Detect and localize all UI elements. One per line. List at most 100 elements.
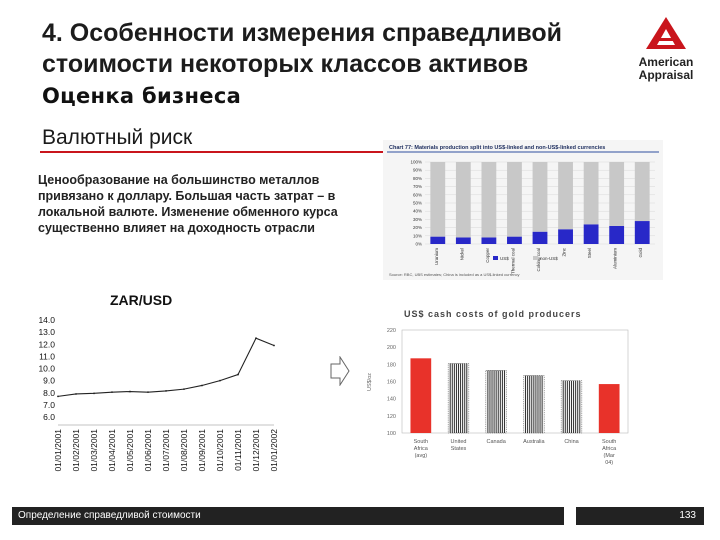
y-tick-label: 8.0 bbox=[43, 388, 55, 398]
y-tick-label: 0% bbox=[415, 242, 422, 247]
bar-nonus bbox=[558, 162, 573, 230]
bar-us bbox=[481, 237, 497, 244]
x-tick-label: 01/04/2001 bbox=[107, 429, 117, 472]
zar-usd-chart-title: ZAR/USD bbox=[110, 292, 173, 308]
y-tick-label: 12.0 bbox=[38, 339, 55, 349]
y-tick-label: 9.0 bbox=[43, 376, 55, 386]
x-tick-label: Nickel bbox=[459, 248, 464, 260]
x-tick-label: Aluminium bbox=[613, 248, 618, 269]
x-tick-label: (avg) bbox=[415, 453, 428, 459]
logo-text-line1: American bbox=[638, 55, 694, 69]
gold-cash-costs-chart: US$ cash costs of gold producers 220 200 1… bbox=[367, 309, 629, 466]
bar-nonus bbox=[455, 162, 471, 238]
data-point bbox=[183, 388, 185, 391]
y-tick-label: 10% bbox=[413, 233, 422, 238]
y-tick-label: 14.0 bbox=[38, 315, 55, 325]
x-tick-label: 01/08/2001 bbox=[179, 429, 189, 472]
x-tick-label: Coking coal bbox=[536, 248, 541, 272]
x-tick-label: South bbox=[602, 439, 616, 445]
slide-subtitle: Оценка бизнеса bbox=[42, 84, 242, 108]
footer-bar: Определение справедливой стоимости bbox=[12, 507, 564, 525]
materials-currency-chart: Chart 77: Materials production split int… bbox=[383, 140, 663, 280]
slide-title: 4. Особенности измерения справедливой ст… bbox=[42, 19, 563, 78]
bar-us bbox=[609, 225, 625, 244]
data-point bbox=[111, 391, 113, 394]
x-tick-label: Gold bbox=[638, 248, 643, 258]
bar-nonus bbox=[481, 162, 497, 238]
y-tick-label: 50% bbox=[413, 201, 422, 206]
body-text: Ценообразование на большинство металлов … bbox=[38, 173, 338, 235]
y-tick-label: 120 bbox=[387, 414, 396, 420]
data-point bbox=[165, 390, 167, 392]
american-appraisal-logo: American Appraisal bbox=[630, 15, 702, 82]
data-point bbox=[219, 379, 221, 382]
y-tick-label: 30% bbox=[413, 217, 422, 222]
x-tick-label: 01/05/2001 bbox=[125, 429, 135, 472]
bar-us bbox=[532, 231, 548, 244]
y-tick-label: 6.0 bbox=[43, 412, 55, 422]
bar bbox=[598, 384, 620, 433]
x-tick-label: Uranium bbox=[434, 248, 439, 265]
x-tick-label: 01/01/2001 bbox=[53, 429, 63, 472]
y-axis-label: US$/oz bbox=[367, 373, 373, 391]
data-point bbox=[75, 393, 77, 395]
bar-nonus bbox=[532, 162, 548, 232]
x-tick-label: Zinc bbox=[562, 247, 567, 256]
arrow-right-icon bbox=[330, 356, 350, 386]
bar-us bbox=[583, 224, 599, 244]
x-tick-label: 01/06/2001 bbox=[143, 429, 153, 472]
x-tick-label: 01/01/2002 bbox=[269, 429, 279, 472]
y-tick-label: 11.0 bbox=[39, 351, 55, 361]
x-tick-label: (Mar bbox=[604, 453, 615, 459]
y-tick-label: 80% bbox=[413, 176, 422, 181]
x-tick-label: 04) bbox=[605, 460, 613, 466]
y-tick-label: 70% bbox=[413, 184, 422, 189]
data-point bbox=[93, 392, 95, 395]
bar-us bbox=[455, 237, 471, 244]
data-point bbox=[237, 373, 239, 376]
x-tick-label: Canada bbox=[487, 439, 507, 445]
x-tick-label: Africa bbox=[602, 446, 617, 452]
y-tick-label: 140 bbox=[387, 397, 396, 403]
y-tick-label: 40% bbox=[413, 209, 422, 214]
legend-swatch bbox=[493, 256, 498, 260]
y-tick-label: 20% bbox=[413, 225, 422, 230]
section-heading: Валютный риск bbox=[42, 126, 193, 149]
data-point bbox=[147, 391, 149, 394]
y-tick-label: 7.0 bbox=[43, 400, 55, 410]
x-tick-label: States bbox=[451, 446, 467, 452]
x-tick-label: Copper bbox=[485, 248, 490, 263]
data-point bbox=[57, 395, 59, 398]
x-tick-label: United bbox=[451, 439, 467, 445]
x-tick-label: 01/10/2001 bbox=[215, 429, 225, 472]
plot-area bbox=[401, 329, 629, 434]
x-tick-label: South bbox=[414, 439, 428, 445]
x-tick-label: China bbox=[564, 439, 579, 445]
logo-text-line2: Appraisal bbox=[638, 68, 694, 82]
y-tick-label: 13.0 bbox=[38, 327, 55, 337]
zar-usd-series-line bbox=[57, 337, 275, 397]
x-tick-label: 01/07/2001 bbox=[161, 429, 171, 472]
bar bbox=[410, 358, 432, 433]
data-point bbox=[129, 390, 131, 393]
bar-us bbox=[558, 229, 573, 244]
section-divider bbox=[40, 151, 480, 153]
data-point bbox=[255, 337, 257, 340]
y-tick-label: 200 bbox=[387, 345, 396, 351]
legend-label: non-US$ bbox=[540, 256, 558, 261]
y-tick-label: 100 bbox=[387, 431, 396, 437]
x-tick-label: Australia bbox=[523, 439, 545, 445]
bar-us bbox=[634, 221, 650, 244]
page-number: 133 bbox=[576, 507, 704, 525]
y-tick-label: 100% bbox=[410, 160, 422, 165]
legend-label: US$ bbox=[500, 256, 509, 261]
bar-us bbox=[507, 236, 522, 244]
chart-title: Chart 77: Materials production split int… bbox=[389, 145, 605, 151]
bar-nonus bbox=[430, 162, 446, 237]
y-tick-label: 180 bbox=[387, 362, 396, 368]
bar-nonus bbox=[583, 162, 599, 225]
y-tick-label: 10.0 bbox=[38, 364, 55, 374]
x-tick-label: Thermal coal bbox=[510, 248, 515, 274]
bar-nonus bbox=[609, 162, 625, 226]
y-tick-label: 160 bbox=[387, 380, 396, 386]
